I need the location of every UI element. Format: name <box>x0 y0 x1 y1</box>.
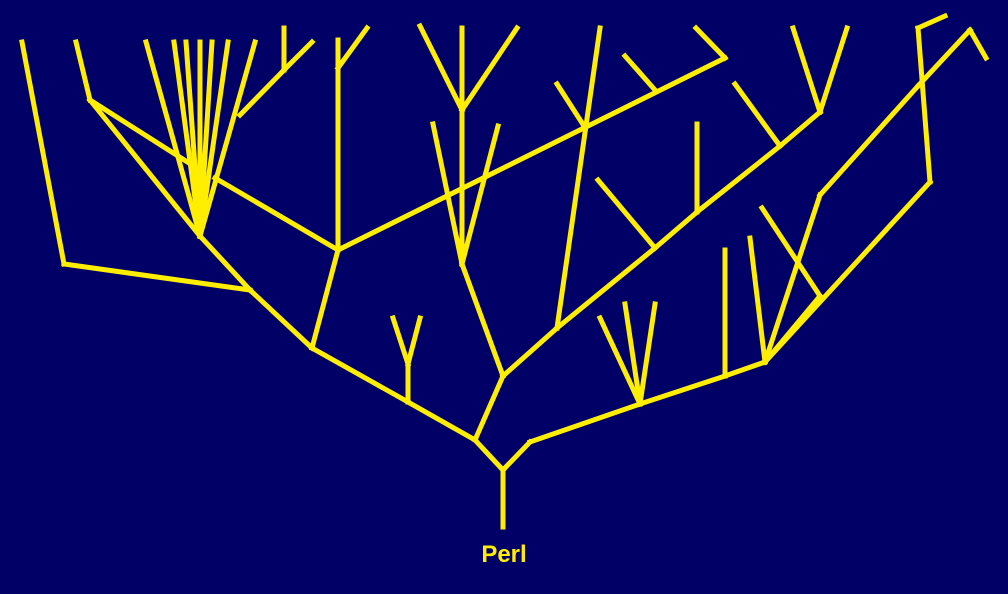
branch <box>747 235 768 365</box>
branch <box>211 174 342 254</box>
branch <box>761 178 934 366</box>
branch <box>308 246 342 352</box>
branch <box>914 12 949 32</box>
branch <box>553 244 659 332</box>
branch <box>142 38 204 240</box>
branch <box>458 122 502 268</box>
branch <box>334 54 729 254</box>
branch <box>816 24 851 116</box>
branch <box>458 260 507 380</box>
branch <box>196 232 254 294</box>
branch <box>72 38 94 104</box>
branch <box>458 24 521 114</box>
branch <box>236 66 288 119</box>
branch <box>196 38 259 240</box>
branch <box>637 301 658 407</box>
branch <box>721 358 769 380</box>
branch <box>404 314 424 368</box>
branch <box>621 52 659 94</box>
branch <box>280 38 316 74</box>
branch <box>693 142 784 216</box>
branch <box>86 96 204 174</box>
branch <box>86 96 204 240</box>
branch <box>776 108 824 150</box>
branch <box>416 22 466 114</box>
branch <box>554 25 603 331</box>
branch <box>499 324 561 380</box>
branch <box>636 372 729 408</box>
branch <box>789 24 824 116</box>
branch <box>499 438 534 474</box>
branch <box>19 39 67 267</box>
branch <box>966 26 990 62</box>
branch <box>594 176 659 252</box>
branch <box>334 24 371 72</box>
branch <box>758 204 824 300</box>
branch <box>596 314 644 408</box>
branch <box>471 372 507 444</box>
branch <box>553 80 588 130</box>
branch <box>761 191 824 366</box>
branch <box>526 400 644 446</box>
root-label: Perl <box>481 541 527 568</box>
branch <box>404 398 479 444</box>
branch <box>197 39 215 239</box>
branch <box>692 24 729 62</box>
branch <box>914 26 974 90</box>
branch <box>816 82 922 199</box>
branch <box>389 314 412 368</box>
branch <box>61 261 253 293</box>
branch <box>246 286 316 352</box>
branch <box>622 301 643 407</box>
branch <box>731 80 784 150</box>
branch <box>915 25 933 185</box>
branch <box>471 436 507 474</box>
branch <box>197 39 231 239</box>
branch <box>651 208 701 252</box>
branch <box>308 344 412 406</box>
